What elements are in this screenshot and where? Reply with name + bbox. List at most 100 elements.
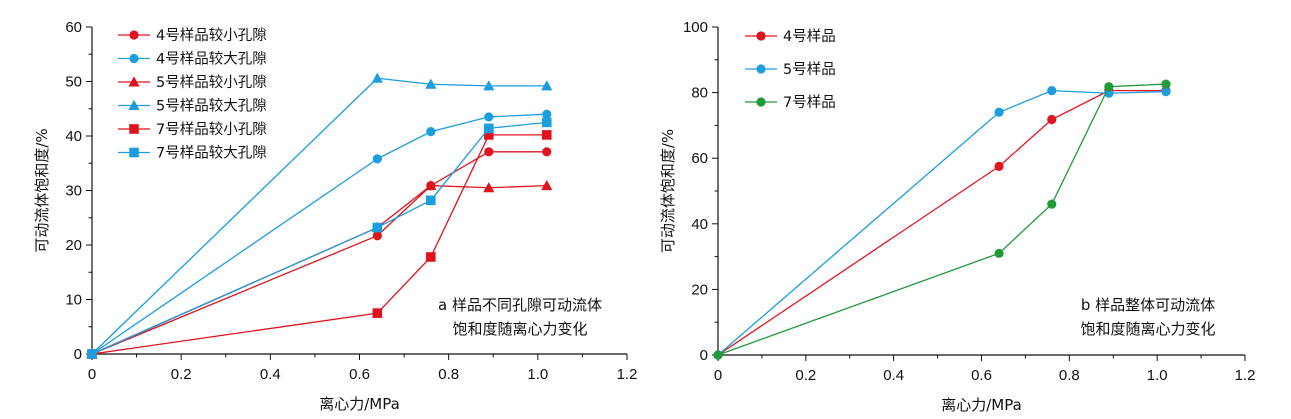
x-tick-label: 0.6: [349, 366, 370, 383]
legend-marker: [128, 99, 140, 110]
data-point: [484, 112, 494, 122]
legend-marker: [756, 97, 766, 107]
legend-item: 4号样品较小孔隙: [118, 26, 267, 44]
data-point: [372, 154, 382, 164]
legend-label: 5号样品: [783, 61, 836, 78]
legend-item: 4号样品: [745, 28, 836, 45]
x-tick-label: 0.4: [260, 366, 281, 383]
series-4: [86, 72, 553, 359]
legend: 4号样品较小孔隙 4号样品较大孔隙 5号样品较小孔隙 5号样品较大孔隙 7号样品较小孔隙…: [118, 26, 267, 162]
legend-item: 7号样品: [745, 94, 836, 111]
data-point: [483, 182, 495, 193]
legend-label: 7号样品较大孔隙: [156, 144, 267, 162]
x-tick-label: 0: [88, 366, 96, 383]
data-point: [1104, 82, 1114, 92]
data-point: [541, 117, 552, 128]
data-point: [1047, 199, 1057, 209]
x-tick-label: 0.2: [795, 367, 816, 384]
legend-marker: [128, 76, 140, 87]
series-line: [717, 89, 1166, 356]
y-tick-label: 0: [74, 346, 82, 363]
legend-label: 4号样品较大孔隙: [156, 50, 267, 68]
legend-marker: [129, 124, 139, 134]
data-point: [1161, 79, 1171, 89]
y-tick-label: 60: [691, 150, 708, 167]
legend-item: 5号样品较大孔隙: [118, 97, 267, 115]
x-tick-label: 0.4: [883, 367, 904, 384]
data-point: [541, 130, 552, 140]
y-tick-label: 30: [65, 183, 82, 200]
data-point: [1047, 114, 1057, 125]
legend-marker: [129, 53, 139, 64]
y-tick-label: 10: [65, 292, 82, 309]
legend-item: 5号样品: [745, 61, 836, 78]
x-tick-label: 0.2: [171, 366, 192, 383]
data-point: [483, 123, 494, 134]
data-point: [483, 80, 495, 91]
data-point: [1161, 87, 1171, 97]
legend-item: 4号样品较大孔隙: [118, 50, 267, 68]
x-tick-label: 1.2: [617, 366, 638, 383]
data-point: [542, 147, 552, 157]
data-point: [425, 78, 437, 89]
chart-b: 0 0.2 0.4 0.6 0.8 1.0 1.2 0 20 40 60 80 100 离心力/MPa 可动…: [659, 19, 1255, 414]
data-point: [541, 179, 553, 191]
legend-marker: [756, 64, 766, 74]
data-point: [426, 127, 436, 137]
y-tick-label: 80: [691, 85, 708, 102]
x-axis-label: 离心力/MPa: [941, 396, 1022, 414]
chart-caption-line: 饱和度随离心力变化: [452, 320, 587, 338]
series-line: [717, 83, 1166, 356]
legend-item: 7号样品较大孔隙: [118, 144, 267, 162]
y-axis-label: 可动流体饱和度/%: [33, 128, 51, 252]
series-line: [717, 89, 1166, 356]
chart-a: 0 0.2 0.4 0.6 0.8 1.0 1.2 0 10 20 30 40 50 60 离心力/MPa 可…: [33, 19, 637, 413]
y-tick-label: 60: [65, 19, 82, 36]
legend-label: 4号样品: [783, 28, 836, 45]
x-tick-label: 1.0: [527, 366, 548, 383]
legend-label: 7号样品: [783, 94, 836, 111]
series-3: [713, 79, 1171, 360]
y-axis-label: 可动流体饱和度/%: [659, 129, 677, 253]
data-point: [483, 130, 494, 140]
legend-marker: [129, 30, 139, 40]
legend-label: 5号样品较小孔隙: [156, 73, 267, 91]
x-axis-label: 离心力/MPa: [319, 395, 400, 413]
data-point: [371, 72, 383, 83]
data-point: [994, 248, 1004, 258]
legend-marker: [129, 147, 139, 158]
chart-caption-line: b 样品整体可动流体: [1081, 296, 1215, 314]
y-tick-label: 40: [65, 128, 82, 145]
series-1: [713, 86, 1171, 360]
y-tick-label: 20: [691, 281, 708, 298]
data-point: [425, 179, 437, 191]
x-tick-label: 0.8: [438, 366, 459, 383]
chart-caption-line: 饱和度随离心力变化: [1080, 320, 1215, 338]
series-6: [87, 117, 552, 359]
legend-label: 4号样品较小孔隙: [156, 26, 267, 44]
x-tick-label: 0.6: [971, 367, 992, 384]
legend-item: 7号样品较小孔隙: [118, 120, 267, 138]
data-point: [542, 109, 552, 119]
y-tick-label: 50: [65, 74, 82, 91]
x-tick-label: 1.0: [1147, 367, 1168, 384]
legend-marker: [756, 31, 766, 41]
y-tick-label: 20: [65, 237, 82, 254]
series-2: [713, 86, 1171, 360]
data-point: [372, 222, 383, 233]
data-point: [426, 195, 436, 206]
y-tick-label: 0: [700, 347, 708, 364]
legend-label: 5号样品较大孔隙: [156, 97, 267, 115]
x-tick-label: 0.8: [1059, 367, 1080, 384]
data-point: [484, 147, 494, 157]
data-point: [713, 350, 723, 360]
legend: 4号样品 5号样品 7号样品: [745, 28, 836, 111]
data-point: [372, 231, 382, 241]
data-point: [87, 349, 97, 359]
data-point: [994, 107, 1004, 117]
legend-label: 7号样品较小孔隙: [156, 120, 267, 138]
x-tick-label: 0: [714, 367, 722, 384]
chart-caption-line: a 样品不同孔隙可动流体: [438, 296, 602, 314]
